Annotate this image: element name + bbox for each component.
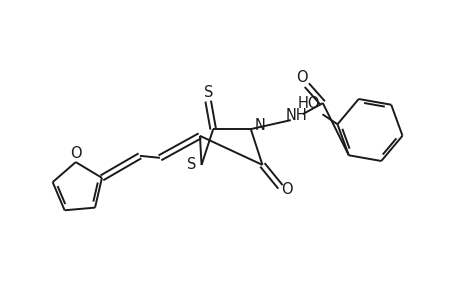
Text: HO: HO bbox=[297, 96, 319, 111]
Text: S: S bbox=[186, 158, 196, 172]
Text: O: O bbox=[70, 146, 81, 160]
Text: O: O bbox=[295, 70, 307, 85]
Text: N: N bbox=[254, 118, 265, 133]
Text: S: S bbox=[203, 85, 213, 100]
Text: NH: NH bbox=[285, 108, 307, 123]
Text: O: O bbox=[281, 182, 292, 197]
